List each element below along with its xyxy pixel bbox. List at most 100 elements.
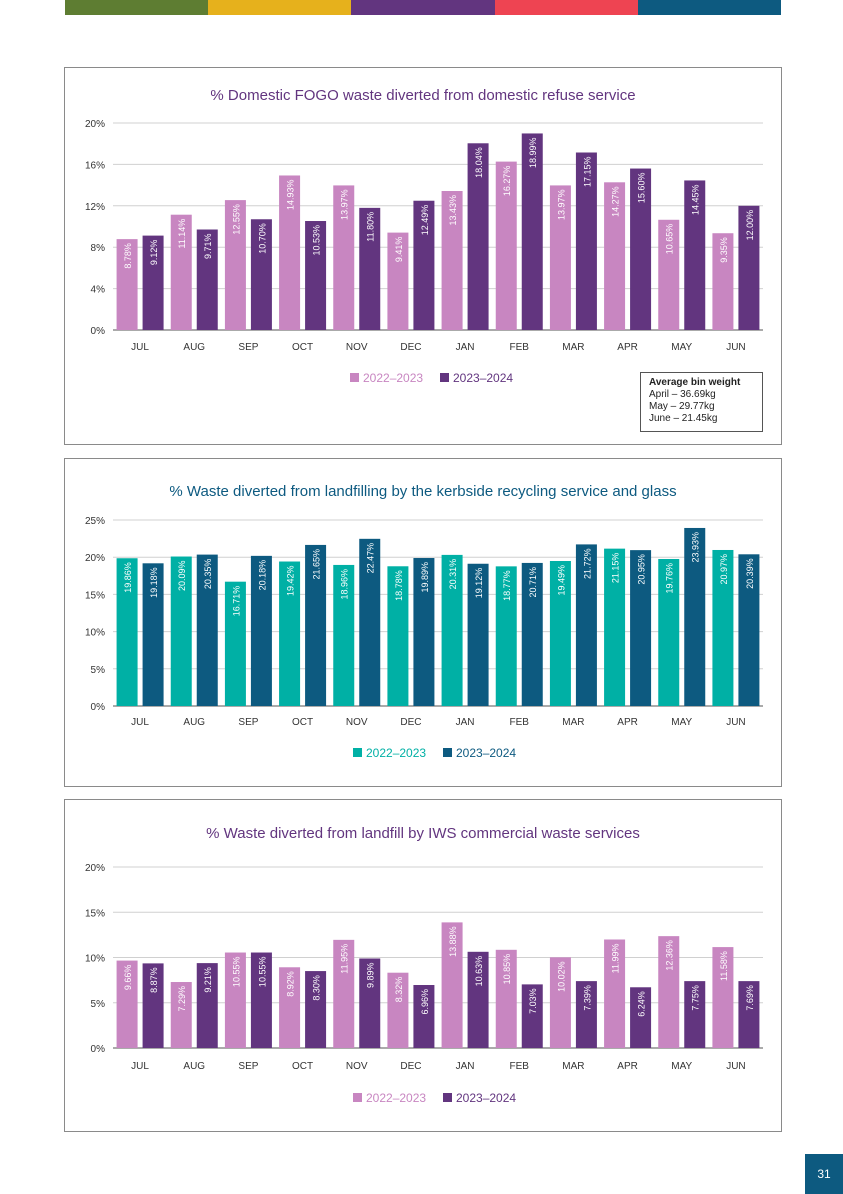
bar (467, 563, 489, 706)
legend-swatch (353, 748, 362, 757)
x-tick-label: SEP (238, 342, 258, 353)
data-label: 9.41% (394, 237, 404, 263)
data-label: 9.71% (203, 234, 213, 260)
bar (441, 922, 463, 1048)
x-tick-label: AUG (183, 342, 205, 353)
bar (684, 180, 706, 330)
color-bar-segment (637, 0, 782, 15)
data-label: 6.96% (420, 989, 430, 1015)
legend-label: 2023–2024 (453, 371, 513, 385)
data-label: 19.76% (665, 563, 675, 594)
data-label: 16.71% (231, 586, 241, 617)
bar (250, 555, 272, 706)
bar (142, 563, 164, 706)
bar (250, 952, 272, 1048)
bar (142, 963, 164, 1048)
x-tick-label: OCT (292, 717, 313, 728)
data-label: 13.97% (556, 189, 566, 220)
data-label: 20.97% (719, 554, 729, 585)
x-tick-label: FEB (510, 1061, 530, 1072)
x-tick-label: JUL (131, 1061, 149, 1072)
data-label: 7.75% (691, 985, 701, 1011)
average-bin-weight-note: Average bin weight April – 36.69kg May –… (640, 372, 763, 432)
data-label: 19.86% (123, 562, 133, 593)
bar (170, 982, 192, 1048)
bar (684, 527, 706, 706)
fogo-chart-panel: % Domestic FOGO waste diverted from dome… (64, 67, 782, 445)
x-tick-label: MAY (671, 1061, 692, 1072)
legend-swatch (443, 748, 452, 757)
bar (413, 558, 435, 706)
y-tick-label: 4% (91, 285, 106, 296)
legend-swatch (353, 1093, 362, 1102)
data-label: 20.95% (637, 554, 647, 585)
bar (738, 981, 760, 1048)
x-tick-label: APR (617, 717, 638, 728)
legend-swatch (440, 373, 449, 382)
x-tick-label: FEB (510, 342, 530, 353)
y-tick-label: 0% (91, 702, 106, 713)
legend-label: 2023–2024 (456, 746, 516, 760)
y-tick-label: 20% (85, 119, 105, 130)
data-label: 8.87% (149, 967, 159, 993)
data-label: 18.99% (528, 137, 538, 168)
bar (712, 233, 734, 330)
page-number: 31 (805, 1154, 843, 1194)
bar (549, 957, 571, 1048)
bar (250, 219, 272, 330)
x-tick-label: FEB (510, 717, 530, 728)
data-label: 10.85% (502, 954, 512, 985)
bar (387, 232, 409, 330)
x-tick-label: MAR (562, 1061, 584, 1072)
note-title: Average bin weight (649, 377, 741, 388)
data-label: 14.93% (286, 179, 296, 210)
data-label: 9.35% (719, 237, 729, 263)
color-bar-segment (208, 0, 352, 15)
x-tick-label: JAN (456, 1061, 475, 1072)
data-label: 17.15% (582, 156, 592, 187)
data-label: 6.24% (637, 991, 647, 1017)
bar (413, 200, 435, 330)
bar (521, 984, 543, 1048)
data-label: 21.65% (312, 549, 322, 580)
data-label: 19.18% (149, 567, 159, 598)
data-label: 20.71% (528, 567, 538, 598)
legend-swatch (443, 1093, 452, 1102)
bar (684, 981, 706, 1048)
bar (224, 581, 246, 706)
data-label: 18.04% (474, 147, 484, 178)
data-label: 10.02% (556, 961, 566, 992)
y-tick-label: 15% (85, 590, 105, 601)
x-tick-label: JAN (456, 717, 475, 728)
bar (630, 987, 652, 1048)
note-line: May – 29.77kg (649, 401, 715, 412)
data-label: 10.53% (312, 225, 322, 256)
data-label: 21.72% (582, 548, 592, 579)
x-tick-label: JUN (726, 342, 745, 353)
bar (224, 952, 246, 1048)
x-tick-label: DEC (400, 342, 421, 353)
bar (549, 560, 571, 706)
data-label: 22.47% (366, 543, 376, 574)
x-tick-label: AUG (183, 1061, 205, 1072)
legend-label: 2023–2024 (456, 1091, 516, 1105)
color-bar-segment (65, 0, 209, 15)
data-label: 10.65% (665, 224, 675, 255)
data-label: 20.18% (257, 560, 267, 591)
x-tick-label: JUN (726, 717, 745, 728)
data-label: 9.21% (203, 967, 213, 993)
bar (658, 936, 680, 1048)
x-tick-label: MAR (562, 717, 584, 728)
data-label: 14.45% (691, 184, 701, 215)
chart-title: % Domestic FOGO waste diverted from dome… (210, 87, 635, 104)
bar (604, 939, 626, 1048)
data-label: 9.12% (149, 240, 159, 266)
commercial-waste-chart: % Waste diverted from landfill by IWS co… (85, 825, 763, 1105)
bar (387, 972, 409, 1048)
bar (305, 221, 327, 330)
bar (467, 143, 489, 330)
data-label: 19.49% (556, 565, 566, 596)
y-tick-label: 10% (85, 954, 105, 965)
data-label: 12.36% (665, 940, 675, 971)
legend-swatch (350, 373, 359, 382)
